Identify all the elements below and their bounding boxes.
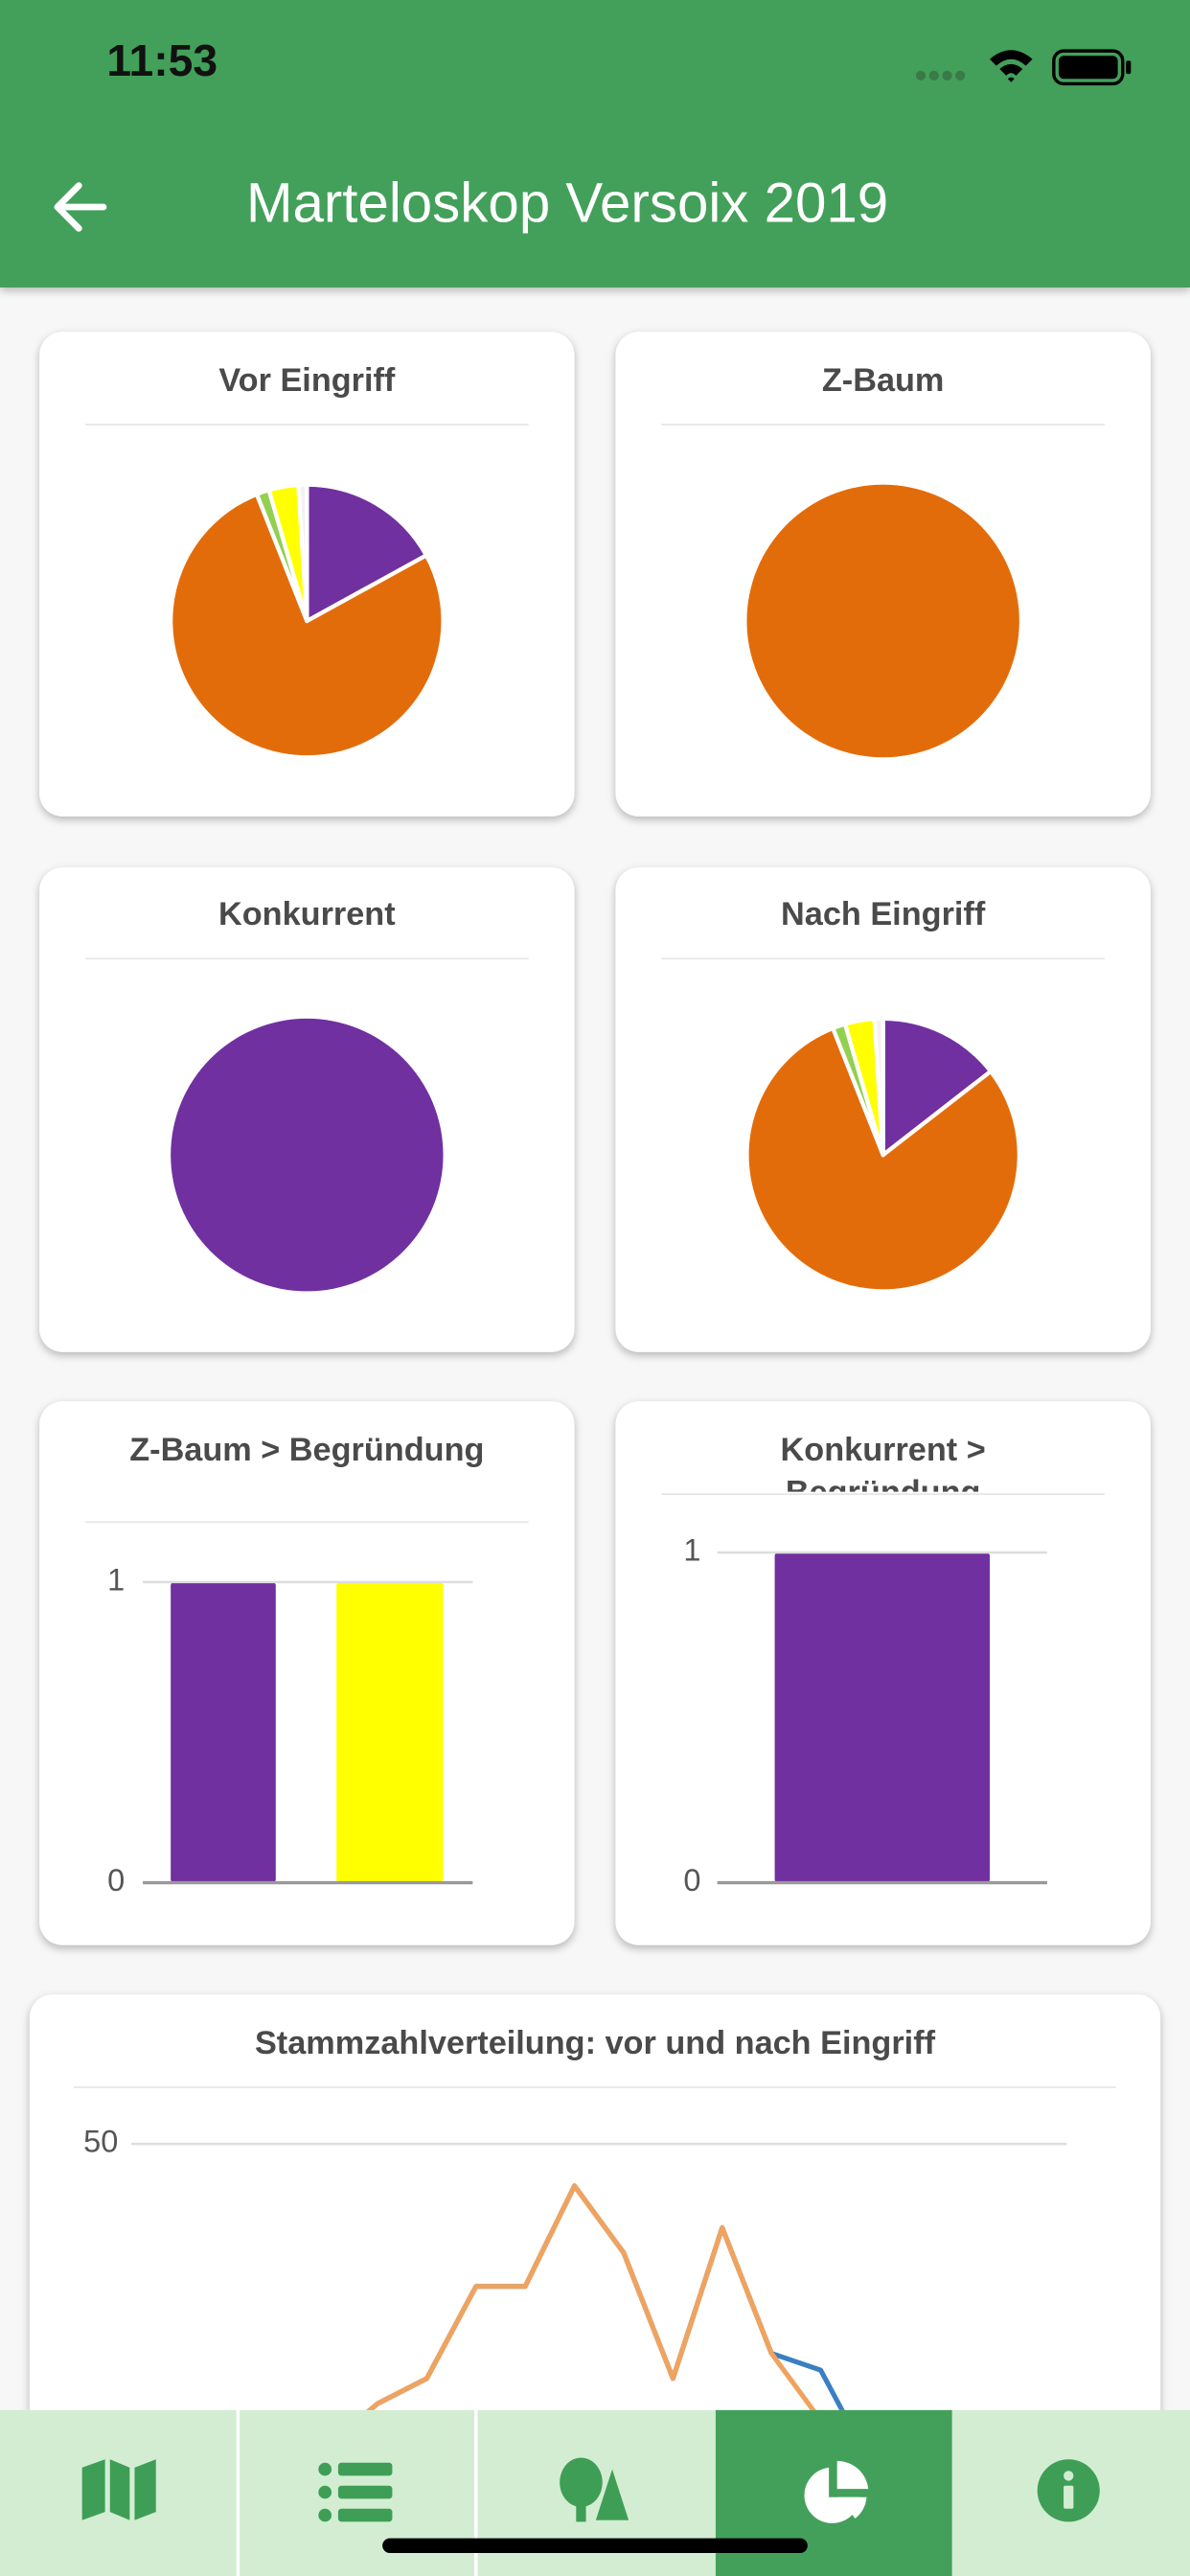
divider (661, 957, 1105, 960)
tab-list[interactable] (318, 2462, 393, 2522)
pie-slice (872, 1016, 885, 1158)
divider (661, 424, 1105, 426)
bar (336, 1581, 444, 1883)
bar (171, 1581, 276, 1883)
tab-bar (0, 2409, 1190, 2576)
y-tick-label: 1 (107, 1562, 125, 1597)
pie-slice (744, 1025, 1021, 1294)
pie-slice (169, 492, 446, 760)
divider (85, 1521, 529, 1524)
y-tick-label: 0 (107, 1863, 125, 1898)
tab-charts[interactable] (804, 2461, 869, 2523)
pie-slice (171, 1018, 444, 1292)
chart-title: Konkurrent > Begründung (780, 1432, 986, 1492)
tab-trees[interactable] (560, 2457, 629, 2522)
tab-icons (81, 2457, 1100, 2523)
bar (774, 1552, 990, 1883)
tab-map[interactable] (81, 2459, 156, 2520)
y-tick-label: 1 (683, 1533, 700, 1568)
app-bar: 11:53 Marteloskop Versoix 2019 (0, 0, 1190, 288)
pie-slice (305, 482, 429, 624)
chart-title: Konkurrent (218, 897, 396, 933)
chart-title: Vor Eingriff (218, 362, 396, 400)
y-tick-label: 50 (83, 2125, 118, 2159)
back-button[interactable] (53, 181, 108, 234)
status-time: 11:53 (106, 35, 218, 86)
y-tick-label: 0 (683, 1863, 700, 1898)
tab-divider (474, 2409, 478, 2576)
chart-title: Z-Baum (821, 362, 945, 400)
chart-title: Stammzahlverteilung: vor und nach Eingri… (254, 2025, 936, 2062)
divider (85, 957, 529, 960)
status-icons (915, 49, 1132, 86)
pie-slice (746, 484, 1019, 758)
app-title: Marteloskop Versoix 2019 (245, 172, 889, 236)
divider (85, 424, 529, 426)
tab-info[interactable] (1037, 2459, 1100, 2522)
divider (661, 1493, 1105, 1496)
pie-slice (881, 1016, 994, 1158)
chart-title: Nach Eingriff (781, 897, 986, 933)
home-indicator (382, 2538, 808, 2554)
pie-slice (296, 482, 309, 624)
chart-title: Z-Baum > Begründung (129, 1432, 485, 1469)
card (39, 1401, 575, 1945)
tab-divider (236, 2409, 240, 2576)
divider (74, 2086, 1116, 2088)
